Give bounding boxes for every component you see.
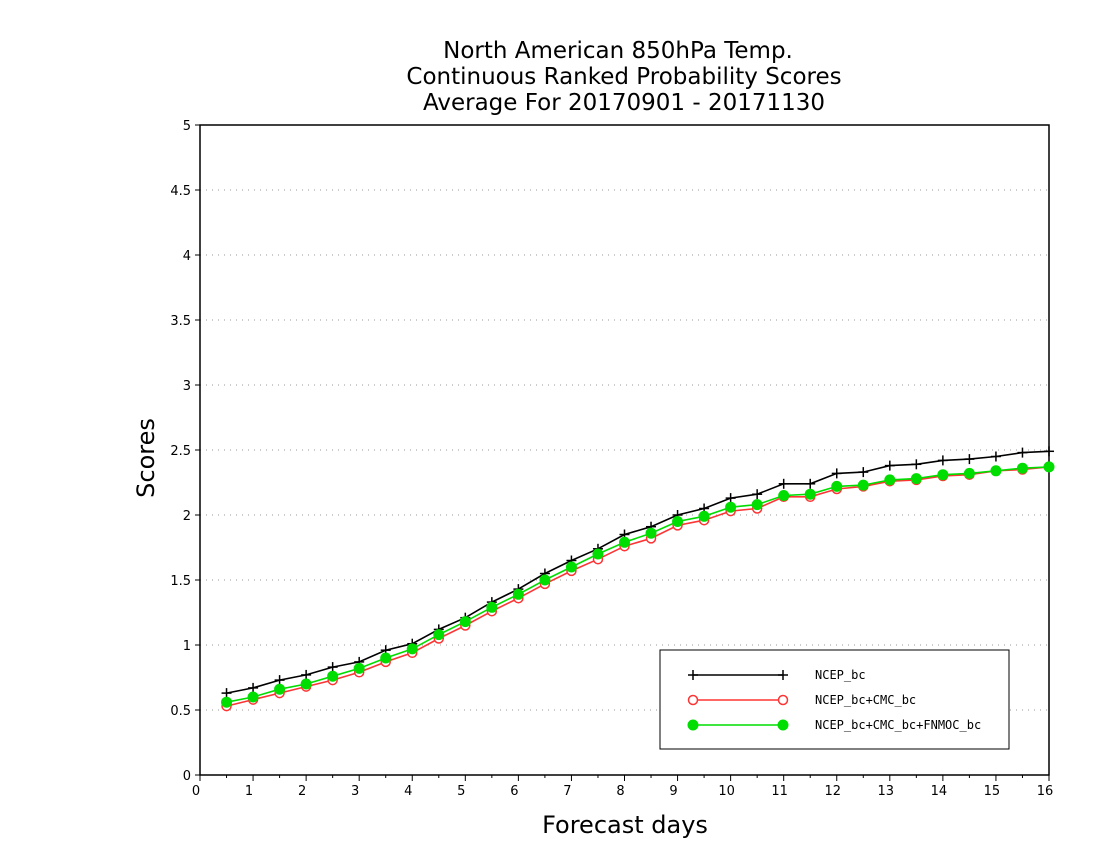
chart-title: North American 850hPa Temp. Continuous R…	[406, 38, 841, 116]
data-point-series-3	[990, 465, 1002, 477]
data-point-series-1	[274, 675, 285, 686]
x-tick-label: 8	[616, 784, 624, 799]
data-point-series-3	[645, 527, 657, 539]
data-point-series-3	[937, 469, 949, 481]
x-tick-label: 10	[718, 784, 735, 799]
x-tick-label: 14	[931, 784, 948, 799]
data-point-series-3	[1016, 462, 1028, 474]
legend-marker-end-1	[778, 670, 788, 680]
data-point-series-3	[327, 670, 339, 682]
data-point-series-1	[884, 460, 895, 471]
data-point-series-3	[619, 536, 630, 548]
data-point-series-1	[831, 468, 842, 479]
x-tick-label: 5	[457, 784, 465, 799]
data-series	[221, 446, 1055, 712]
data-point-series-1	[301, 669, 312, 680]
data-point-series-3	[751, 499, 763, 511]
data-point-series-3	[1043, 461, 1055, 473]
x-tick-label: 16	[1037, 784, 1054, 799]
x-tick-label: 11	[771, 784, 788, 799]
legend-label-2: NCEP_bc+CMC_bc	[815, 693, 916, 707]
axes: 00.511.522.533.544.550 1 2 3 4 5 6 7 8 9 10 11 12 13 1…	[170, 119, 1053, 799]
title-line-2: Continuous Ranked Probability Scores	[406, 64, 841, 90]
data-point-series-3	[353, 662, 365, 674]
data-point-series-3	[672, 516, 684, 527]
data-point-series-3	[565, 561, 577, 573]
data-point-series-3	[963, 467, 975, 479]
legend-marker-end-3	[777, 719, 789, 731]
x-tick-label: 0	[192, 784, 200, 799]
data-point-series-1	[725, 493, 736, 504]
x-tick-label: 6	[510, 784, 518, 799]
data-point-series-1	[327, 662, 338, 673]
data-point-series-3	[300, 678, 312, 690]
data-point-series-1	[911, 459, 922, 470]
data-point-series-1	[805, 478, 816, 489]
x-tick-label: 13	[878, 784, 895, 799]
data-point-series-1	[221, 688, 232, 699]
y-tick-label: 4.5	[170, 184, 191, 199]
data-point-series-1	[1017, 447, 1028, 458]
legend-marker-end-2	[777, 694, 789, 706]
data-point-series-3	[247, 691, 259, 703]
x-tick-label: 4	[404, 784, 412, 799]
data-point-series-3	[884, 474, 896, 486]
data-point-series-1	[1044, 446, 1054, 457]
x-tick-label: 2	[298, 784, 306, 799]
data-point-series-3	[831, 480, 843, 492]
data-point-series-1	[778, 478, 789, 489]
data-point-series-3	[539, 574, 551, 586]
x-tick-label: 15	[984, 784, 1001, 799]
data-point-series-3	[778, 490, 790, 501]
data-point-series-3	[380, 652, 392, 664]
legend-marker-start-1	[688, 670, 698, 680]
legend-marker-start-3	[687, 719, 699, 731]
data-point-series-3	[857, 479, 869, 491]
y-tick-label: 2	[183, 509, 191, 524]
data-point-series-1	[990, 451, 1001, 462]
data-point-series-3	[459, 616, 471, 628]
data-point-series-3	[698, 510, 710, 522]
legend-marker-start-2	[687, 694, 699, 706]
x-axis-label: Forecast days	[542, 811, 708, 839]
x-tick-label: 7	[563, 784, 571, 799]
y-tick-label: 3.5	[170, 314, 191, 329]
data-point-series-3	[804, 488, 816, 500]
y-tick-label: 1	[183, 639, 191, 654]
y-tick-label: 4	[183, 249, 191, 264]
data-point-series-1	[858, 467, 869, 478]
y-tick-label: 3	[183, 379, 191, 394]
data-point-series-3	[486, 601, 498, 613]
title-line-3: Average For 20170901 - 20171130	[423, 90, 825, 116]
legend-label-1: NCEP_bc	[815, 668, 866, 682]
legend: NCEP_bc NCEP_bc+CMC_bc NCEP_bc+CMC_bc+FNMO…	[659, 649, 1010, 750]
y-tick-label: 5	[183, 119, 191, 134]
x-tick-label: 1	[245, 784, 253, 799]
data-point-series-3	[725, 501, 737, 513]
data-point-series-3	[274, 683, 286, 695]
data-point-series-3	[592, 548, 604, 560]
data-point-series-3	[406, 643, 418, 655]
y-axis-label: Scores	[132, 418, 160, 498]
x-tick-label: 12	[824, 784, 841, 799]
data-point-series-1	[248, 682, 259, 693]
x-tick-label: 3	[351, 784, 359, 799]
data-point-series-3	[221, 696, 233, 708]
data-point-series-1	[752, 489, 763, 500]
y-tick-label: 2.5	[170, 444, 191, 459]
title-line-1: North American 850hPa Temp.	[443, 38, 793, 64]
y-tick-label: 0	[183, 769, 191, 784]
data-point-series-1	[964, 454, 975, 465]
data-point-series-1	[937, 455, 948, 466]
legend-label-3: NCEP_bc+CMC_bc+FNMOC_bc	[815, 718, 981, 732]
y-tick-label: 0.5	[170, 704, 191, 719]
grid	[200, 189, 1049, 711]
y-tick-label: 1.5	[170, 574, 191, 589]
data-point-series-3	[910, 473, 922, 485]
data-point-series-3	[512, 588, 524, 600]
data-point-series-3	[433, 629, 445, 641]
x-tick-label: 9	[669, 784, 677, 799]
